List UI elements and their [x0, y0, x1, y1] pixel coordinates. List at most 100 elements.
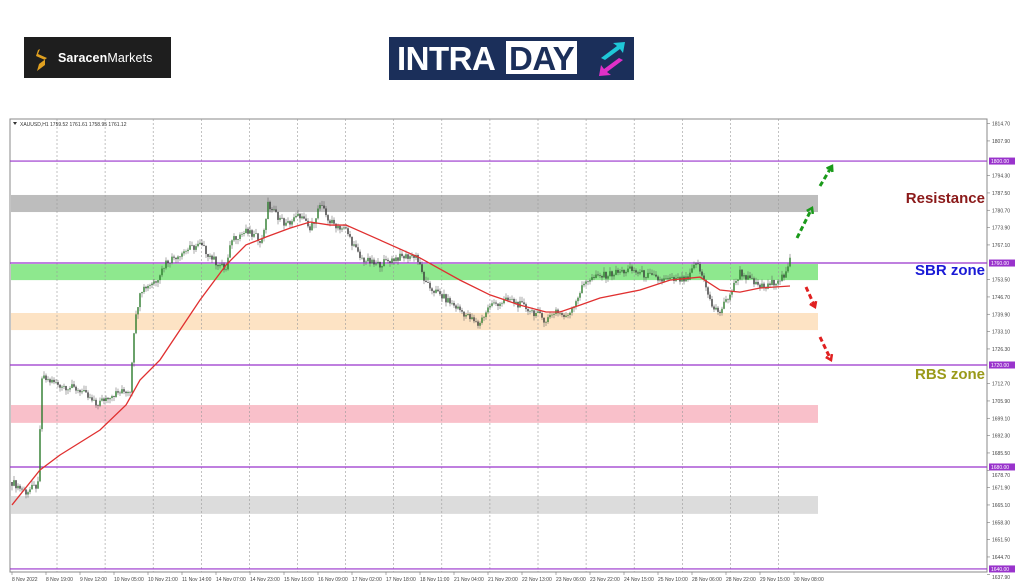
candle	[149, 285, 151, 286]
candle	[289, 221, 291, 225]
candle	[29, 489, 31, 493]
candle	[659, 279, 661, 281]
candle	[453, 302, 455, 306]
candle	[431, 288, 433, 291]
candle	[107, 397, 109, 400]
candle	[349, 234, 351, 237]
candle	[373, 259, 375, 265]
candle	[743, 275, 745, 277]
candle	[297, 213, 299, 216]
candle	[219, 265, 221, 267]
candle	[85, 390, 87, 393]
candle	[207, 254, 209, 257]
candle	[749, 275, 751, 279]
candle	[465, 314, 467, 317]
candle	[145, 286, 147, 289]
x-tick-label: 17 Nov 02:00	[352, 577, 382, 583]
candle	[571, 308, 573, 313]
candle	[451, 302, 453, 304]
candle	[371, 259, 373, 264]
candle	[759, 284, 761, 288]
intraday-arrows-icon	[599, 42, 625, 76]
candle	[613, 274, 615, 277]
candle	[647, 272, 649, 278]
candle	[347, 228, 349, 235]
y-tick-label: 1712.70	[992, 382, 1010, 388]
candle	[655, 274, 657, 277]
candle	[407, 254, 409, 259]
candle	[767, 283, 769, 289]
candle	[705, 279, 707, 288]
zone-band	[11, 194, 818, 213]
candle	[605, 271, 607, 279]
y-tick-label: 1739.90	[992, 312, 1010, 318]
y-tick-label: 1651.50	[992, 538, 1010, 544]
candle	[753, 278, 755, 285]
x-tick-label: 18 Nov 11:00	[420, 577, 450, 583]
candle	[435, 289, 437, 293]
candle	[221, 263, 223, 266]
candle	[535, 312, 537, 317]
x-tick-label: 11 Nov 14:00	[182, 577, 212, 583]
candle	[113, 396, 115, 398]
candle	[301, 216, 303, 219]
candle	[713, 306, 715, 310]
candle	[731, 290, 733, 295]
candle	[255, 233, 257, 235]
candle	[21, 488, 23, 490]
candle	[397, 257, 399, 261]
candle	[699, 263, 701, 272]
candle	[637, 272, 639, 274]
candle	[467, 314, 469, 315]
candle	[315, 218, 317, 224]
level-price-badge	[989, 361, 1015, 369]
candle	[487, 307, 489, 313]
y-tick-label: 1726.30	[992, 347, 1010, 353]
intraday-logo-part1: INTRA	[397, 40, 496, 77]
x-tick-label: 8 Nov 2022	[12, 577, 38, 583]
candle	[45, 375, 47, 381]
candle	[399, 253, 401, 261]
candle	[437, 289, 439, 292]
candle	[135, 314, 137, 334]
candle	[595, 274, 597, 278]
candle	[689, 272, 691, 280]
candle	[651, 273, 653, 275]
candle	[79, 390, 81, 393]
candle	[671, 277, 673, 278]
candle	[745, 275, 747, 280]
candle	[501, 303, 503, 304]
candle	[201, 242, 203, 246]
candle	[787, 266, 789, 272]
candle	[667, 278, 669, 280]
candle	[129, 391, 131, 393]
candle	[189, 245, 191, 250]
candle	[625, 271, 627, 274]
candle	[253, 234, 255, 237]
candle	[565, 315, 567, 317]
candle	[257, 233, 259, 242]
candle	[473, 317, 475, 322]
candle	[627, 268, 629, 272]
x-tick-label: 28 Nov 06:00	[692, 577, 722, 583]
candle	[39, 429, 41, 482]
candle	[443, 294, 445, 299]
candle	[211, 255, 213, 260]
level-price-label: 1680.00	[991, 465, 1009, 471]
candle	[639, 272, 641, 274]
candle	[481, 317, 483, 323]
candle	[601, 276, 603, 278]
candle	[593, 277, 595, 278]
candle	[387, 259, 389, 262]
candle	[623, 270, 625, 274]
y-tick-label: 1807.90	[992, 139, 1010, 145]
candle	[475, 321, 477, 322]
candle	[375, 263, 377, 265]
candle	[87, 392, 89, 398]
x-tick-label: 21 Nov 20:00	[488, 577, 518, 583]
candle	[459, 306, 461, 311]
candle	[591, 277, 593, 281]
x-tick-label: 23 Nov 22:00	[590, 577, 620, 583]
candle	[35, 484, 37, 489]
